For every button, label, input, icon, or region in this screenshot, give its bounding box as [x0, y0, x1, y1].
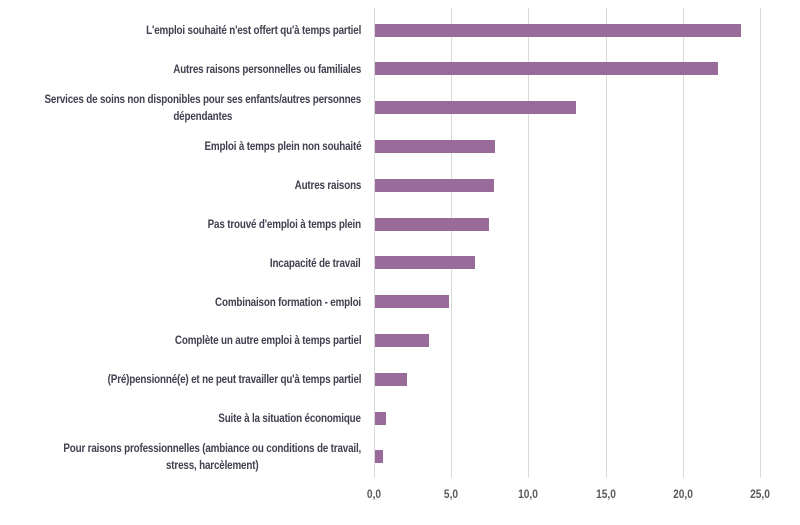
category-label-text: Pour raisons professionnelles (ambiance … [63, 440, 361, 474]
category-label-text: Incapacité de travail [270, 255, 361, 272]
category-label: Pour raisons professionnelles (ambiance … [0, 440, 361, 474]
bar [375, 295, 450, 309]
bar [375, 23, 741, 37]
category-label-line: Pas trouvé d'emploi à temps plein [207, 217, 361, 231]
category-label-line: stress, harcèlement) [165, 457, 259, 472]
category-label-line: Pour raisons professionnelles (ambiance … [63, 440, 361, 455]
category-label-text: Suite à la situation économique [218, 410, 361, 427]
category-label-line: Autres raisons personnelles ou familiale… [173, 61, 361, 76]
category-label-text: Pas trouvé d'emploi à temps plein [208, 216, 361, 233]
category-label: Suite à la situation économique [0, 409, 361, 427]
x-tick-label: 5,0 [444, 487, 459, 501]
gridline [451, 8, 452, 478]
category-label: Combinaison formation - emploi [0, 293, 361, 311]
category-label-line: Complète un autre emploi à temps partiel [174, 333, 362, 348]
bar [375, 450, 383, 464]
category-label-line: Incapacité de travail [270, 255, 361, 270]
category-label-text: Services de soins non disponibles pour s… [44, 91, 361, 125]
bar [375, 217, 490, 231]
category-label: Services de soins non disponibles pour s… [0, 91, 361, 125]
category-label-line: Combinaison formation - emploi [215, 294, 361, 309]
bar [375, 178, 494, 192]
bar [375, 372, 408, 386]
gridline [528, 8, 529, 478]
category-label-line: (Pré)pensionné(e) et ne peut travailler … [107, 372, 361, 387]
category-label: Autres raisons personnelles ou familiale… [0, 60, 361, 78]
category-label-line: Emploi à temps plein non souhaité [204, 139, 361, 154]
gridline [606, 8, 607, 478]
category-label: Incapacité de travail [0, 254, 361, 272]
bar [375, 256, 476, 270]
bar [375, 62, 718, 76]
category-label-text: Autres raisons personnelles ou familiale… [173, 61, 361, 78]
category-label-line: dépendantes [173, 108, 233, 123]
category-label-text: Autres raisons [294, 177, 361, 194]
category-label-line: Services de soins non disponibles pour s… [44, 91, 361, 106]
category-label: (Pré)pensionné(e) et ne peut travailler … [0, 370, 361, 388]
x-tick-label: 10,0 [518, 487, 539, 501]
category-label: Autres raisons [0, 176, 361, 194]
category-label: Pas trouvé d'emploi à temps plein [0, 215, 361, 233]
gridline [683, 8, 684, 478]
bar [375, 101, 576, 115]
category-label-text: (Pré)pensionné(e) et ne peut travailler … [107, 371, 361, 388]
category-label-text: Combinaison formation - emploi [215, 294, 361, 311]
bar [375, 139, 496, 153]
category-label-line: Autres raisons [294, 178, 361, 193]
x-tick-label: 15,0 [595, 487, 616, 501]
bar [375, 333, 430, 347]
category-label: Emploi à temps plein non souhaité [0, 137, 361, 155]
category-label-text: Emploi à temps plein non souhaité [204, 138, 361, 155]
category-label-line: L'emploi souhaité n'est offert qu'à temp… [146, 23, 361, 37]
x-tick-label: 25,0 [750, 487, 770, 501]
gridline [760, 8, 761, 478]
category-label-line: Suite à la situation économique [218, 411, 361, 425]
x-tick-label: 20,0 [672, 487, 693, 501]
x-tick-label: 0,0 [366, 487, 382, 501]
gridline [374, 8, 375, 478]
category-label: Complète un autre emploi à temps partiel [0, 331, 362, 349]
bar [375, 411, 386, 425]
category-label: L'emploi souhaité n'est offert qu'à temp… [0, 21, 361, 39]
category-label-text: Complète un autre emploi à temps partiel [174, 332, 362, 349]
category-label-text: L'emploi souhaité n'est offert qu'à temp… [146, 22, 361, 39]
